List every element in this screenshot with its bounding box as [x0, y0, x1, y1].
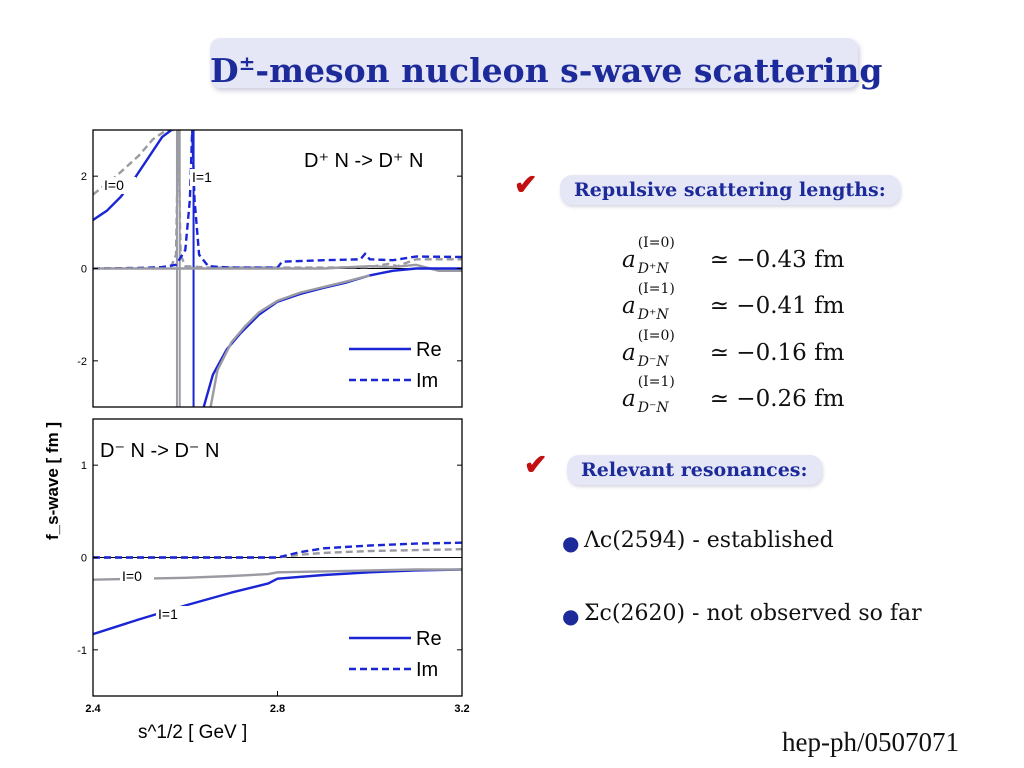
- series-line: [93, 548, 462, 559]
- formula-value: ≃ −0.43 fm: [709, 247, 845, 273]
- bottom-panel: 1 0 -1 2.4 2.8 3.2 D⁻ N -> D⁻ N Re Im I=0 I=1: [77, 418, 470, 715]
- formula-channel: D⁻N: [637, 400, 669, 416]
- series-line: [93, 263, 462, 272]
- annotation-bg: [120, 568, 154, 585]
- series-line: [93, 130, 462, 270]
- bullet-icon: ●: [562, 604, 580, 628]
- x-tick-label: 2.8: [270, 703, 285, 715]
- y-tick-label: 0: [81, 553, 87, 565]
- formula-isospin: (I=1): [637, 281, 675, 297]
- resonance-item: Λc(2594) - established: [584, 528, 834, 553]
- scattering-length-formula: a (I=0) D⁻N ≃ −0.16 fm: [622, 328, 845, 370]
- checkmark-icon: ✔: [514, 168, 538, 201]
- formula-symbol: a: [622, 247, 636, 273]
- annotation-bg: [102, 177, 136, 194]
- title-rest: -meson nucleon s-wave scattering: [255, 51, 883, 90]
- legend-label: Re: [416, 628, 442, 650]
- curve-annotation: I=1: [192, 169, 212, 185]
- annotation-bg: [156, 606, 190, 623]
- x-axis-label: s^1/2 [ GeV ]: [138, 722, 247, 743]
- panel-title: D⁺ N -> D⁺ N: [304, 150, 423, 172]
- formula-channel: D⁺N: [637, 307, 669, 323]
- scattering-length-formula: a (I=1) D⁺N ≃ −0.41 fm: [622, 281, 845, 323]
- series-line: [209, 274, 371, 407]
- y-axis-label: f_s-wave [ fm ]: [43, 422, 62, 540]
- scattering-length-formula: a (I=0) D⁺N ≃ −0.43 fm: [622, 235, 845, 277]
- curve-annotation: I=1: [158, 606, 178, 622]
- y-tick-label: 1: [81, 460, 87, 472]
- resonance-item: Σc(2620) - not observed so far: [584, 601, 922, 626]
- formula-value: ≃ −0.16 fm: [709, 340, 845, 366]
- scattering-figure: 2 0 -2 D⁺ N -> D⁺ N Re Im I=0 I=1 1 0 -1 2.4 2.8 3.2…: [43, 129, 470, 743]
- formula-isospin: (I=0): [637, 235, 675, 251]
- x-tick-label: 2.4: [85, 703, 101, 715]
- formula-channel: D⁻N: [637, 354, 669, 370]
- legend-label: Re: [416, 339, 442, 361]
- checkmark-icon: ✔: [524, 448, 548, 481]
- formula-isospin: (I=0): [637, 328, 675, 344]
- y-tick-label: -1: [77, 645, 87, 657]
- series-line: [93, 568, 462, 581]
- bullet-icon: ●: [562, 531, 580, 555]
- figure-labels: f_s-wave [ fm ] s^1/2 [ GeV ]: [43, 422, 247, 743]
- scattering-length-formula: a (I=1) D⁻N ≃ −0.26 fm: [622, 374, 845, 416]
- legend-label: Im: [416, 659, 438, 681]
- plot-area: [93, 541, 462, 636]
- y-tick-label: -2: [77, 356, 87, 368]
- reference-label: hep-ph/0507071: [782, 727, 959, 757]
- annotation-bg: [190, 169, 224, 186]
- formula-value: ≃ −0.41 fm: [709, 293, 845, 319]
- slide-title: D±-meson nucleon s-wave scattering: [210, 38, 882, 90]
- formula-symbol: a: [622, 386, 636, 412]
- formula-isospin: (I=1): [637, 374, 675, 390]
- curve-annotation: I=0: [122, 568, 142, 584]
- formula-channel: D⁺N: [637, 261, 669, 277]
- x-tick-label: 3.2: [454, 703, 469, 715]
- scattering-header: Repulsive scattering lengths:: [560, 175, 900, 205]
- title-sup: ±: [238, 51, 256, 75]
- y-tick-label: 2: [81, 171, 87, 183]
- curve-annotation: I=0: [104, 177, 124, 193]
- legend-label: Im: [416, 370, 438, 392]
- formula-value: ≃ −0.26 fm: [709, 386, 845, 412]
- title-base: D: [210, 51, 239, 90]
- y-tick-label: 0: [81, 264, 87, 276]
- formula-symbol: a: [622, 340, 636, 366]
- series-line: [93, 130, 173, 221]
- top-panel: 2 0 -2 D⁺ N -> D⁺ N Re Im I=0 I=1: [77, 129, 463, 408]
- resonance-header: Relevant resonances:: [567, 455, 822, 485]
- formula-symbol: a: [622, 293, 636, 319]
- panel-title: D⁻ N -> D⁻ N: [100, 440, 219, 462]
